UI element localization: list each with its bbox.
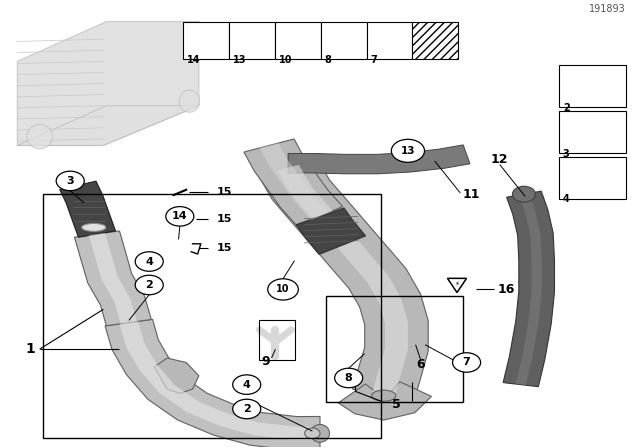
Bar [259,320,294,360]
Bar [559,111,626,153]
Ellipse shape [372,390,396,401]
Bar [559,156,626,198]
Text: 15: 15 [217,243,232,253]
Polygon shape [105,319,320,448]
Circle shape [233,399,260,419]
Text: ⚡: ⚡ [454,280,460,287]
Circle shape [513,186,536,202]
Text: 8: 8 [345,373,353,383]
Polygon shape [278,165,408,395]
Polygon shape [288,145,470,174]
Text: 191893: 191893 [589,4,626,13]
Text: 6: 6 [417,358,425,371]
Text: 4: 4 [243,379,251,390]
Circle shape [135,252,163,271]
Circle shape [392,139,424,162]
Polygon shape [120,321,320,440]
Bar [321,22,367,59]
Bar [412,22,458,59]
Text: 10: 10 [276,284,290,294]
Text: 12: 12 [491,153,508,166]
Text: 14: 14 [187,55,200,65]
Bar [559,65,626,108]
Polygon shape [339,382,431,420]
Polygon shape [74,231,151,326]
Circle shape [233,375,260,394]
Text: 7: 7 [371,55,377,65]
Polygon shape [244,139,342,226]
Polygon shape [17,106,199,146]
Bar [367,22,412,59]
Text: 9: 9 [262,355,270,368]
Bar [43,194,381,438]
Text: 2: 2 [243,404,251,414]
Text: 14: 14 [172,211,188,221]
Polygon shape [503,191,554,387]
Text: 15: 15 [217,214,232,224]
Ellipse shape [310,424,330,442]
Circle shape [135,275,163,295]
Polygon shape [296,208,365,254]
Circle shape [268,279,298,300]
Polygon shape [516,194,541,385]
Text: 13: 13 [401,146,415,156]
Bar [229,22,275,59]
Text: 1: 1 [25,342,35,356]
Text: 4: 4 [563,194,570,204]
Text: 13: 13 [233,55,246,65]
Circle shape [166,207,194,226]
Ellipse shape [82,224,106,232]
Text: 7: 7 [463,358,470,367]
Polygon shape [60,181,115,237]
Text: 15: 15 [217,187,232,197]
Bar [275,22,321,59]
Ellipse shape [179,90,200,112]
Text: 10: 10 [278,55,292,65]
Circle shape [305,428,320,439]
Text: 2: 2 [145,280,153,290]
Polygon shape [447,278,467,293]
Text: 8: 8 [324,55,332,65]
Polygon shape [154,358,199,393]
Polygon shape [259,159,428,398]
Text: 3: 3 [67,176,74,186]
Circle shape [335,368,363,388]
Bar [326,296,463,402]
Text: 11: 11 [463,188,481,201]
Text: 16: 16 [497,283,515,296]
Text: 4: 4 [145,257,153,267]
Text: 2: 2 [563,103,570,113]
Polygon shape [259,143,329,220]
Polygon shape [89,233,137,324]
Polygon shape [17,22,199,146]
Circle shape [452,353,481,372]
Circle shape [56,171,84,191]
Bar [183,22,229,59]
Text: 5: 5 [392,398,401,411]
Ellipse shape [27,125,52,149]
Text: 3: 3 [563,149,570,159]
